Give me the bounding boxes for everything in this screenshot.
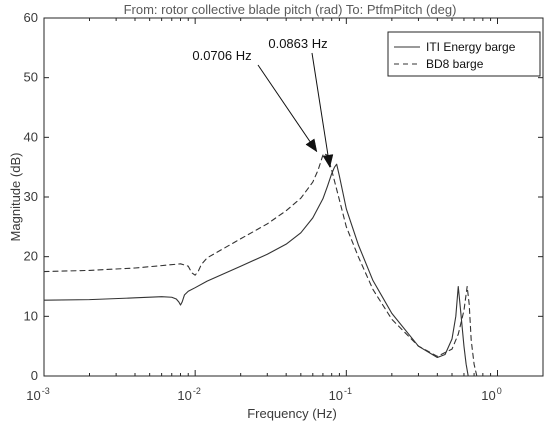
chart-title: From: rotor collective blade pitch (rad)… bbox=[124, 2, 457, 17]
x-tick-label: 10-1 bbox=[329, 386, 352, 403]
x-axis-tick-labels: 10-3 10-2 10-1 100 bbox=[26, 386, 501, 403]
x-axis-label: Frequency (Hz) bbox=[247, 406, 337, 421]
annotation-label: 0.0706 Hz bbox=[192, 48, 251, 63]
plot-area bbox=[43, 17, 544, 377]
y-tick-label: 20 bbox=[24, 249, 38, 264]
y-tick-label: 30 bbox=[24, 189, 38, 204]
y-axis-label: Magnitude (dB) bbox=[8, 153, 23, 242]
series-line-iti-energy-barge bbox=[43, 163, 469, 377]
annotation-arrow-line bbox=[311, 52, 331, 168]
y-tick-label: 40 bbox=[24, 129, 38, 144]
x-tick-label: 10-3 bbox=[26, 386, 49, 403]
x-axis-ticks bbox=[43, 18, 544, 376]
y-tick-label: 10 bbox=[24, 308, 38, 323]
annotation-arrow-head bbox=[305, 138, 318, 153]
legend: ITI Energy barge BD8 barge bbox=[387, 31, 541, 77]
annotation-arrow-head bbox=[322, 154, 334, 168]
y-tick-label: 0 bbox=[31, 368, 38, 383]
y-tick-label: 50 bbox=[24, 70, 38, 85]
annotation-arrow-line bbox=[257, 64, 318, 152]
x-tick-label: 100 bbox=[481, 386, 501, 403]
annotations: 0.0706 Hz 0.0863 Hz bbox=[192, 36, 334, 168]
series-line-bd8-barge bbox=[43, 152, 478, 377]
y-axis-ticks bbox=[44, 17, 543, 377]
legend-label-iti: ITI Energy barge bbox=[426, 40, 516, 54]
legend-label-bd8: BD8 barge bbox=[426, 57, 484, 71]
legend-box bbox=[387, 31, 541, 77]
x-tick-label: 10-2 bbox=[177, 386, 200, 403]
annotation-label: 0.0863 Hz bbox=[268, 36, 327, 51]
y-tick-label: 60 bbox=[24, 10, 38, 25]
series-lines bbox=[43, 152, 478, 377]
y-axis-tick-labels: 0 10 20 30 40 50 60 bbox=[24, 10, 38, 383]
